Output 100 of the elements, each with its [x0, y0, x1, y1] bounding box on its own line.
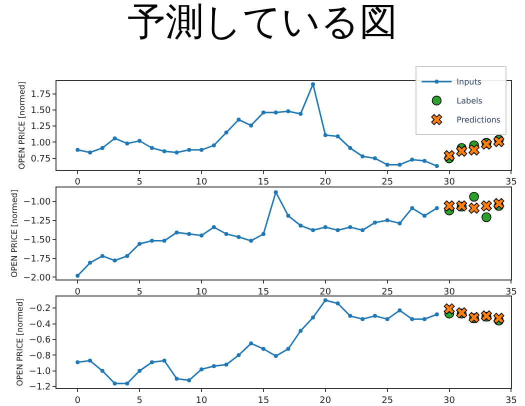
x-tick-label: 35	[505, 396, 517, 406]
point	[125, 254, 130, 258]
point	[410, 317, 414, 322]
point	[112, 258, 117, 263]
y-axis-title: OPEN PRICE [normed]	[17, 82, 26, 170]
y-tick-label: −1.75	[23, 254, 51, 264]
point	[100, 146, 104, 150]
x-tick-label: 0	[74, 287, 81, 298]
point	[138, 242, 142, 246]
point	[456, 146, 468, 157]
x-tick-label: 20	[320, 178, 332, 188]
point	[469, 192, 479, 202]
point	[224, 130, 228, 135]
point	[360, 154, 365, 158]
point	[468, 202, 480, 214]
point	[323, 225, 328, 230]
point	[261, 110, 266, 115]
y-tick-label: −1.25	[23, 216, 51, 226]
x-tick-label: 10	[196, 396, 208, 406]
point	[286, 109, 290, 114]
point	[125, 381, 130, 386]
y-tick-label: −0.4	[28, 320, 52, 330]
x-tick-label: 35	[505, 178, 517, 188]
point	[311, 82, 315, 86]
point	[410, 206, 414, 210]
point	[112, 381, 117, 386]
point	[410, 158, 414, 162]
point	[236, 118, 241, 122]
point	[88, 150, 92, 154]
point	[150, 146, 154, 150]
y-axis-title: OPEN PRICE [normed]	[10, 190, 19, 278]
point	[336, 134, 340, 138]
point	[76, 360, 80, 364]
point	[434, 164, 439, 168]
y-tick-label: 1.25	[30, 122, 51, 132]
y-tick-label: 0.75	[30, 154, 51, 164]
y-tick-label: −1.00	[23, 197, 52, 208]
point	[422, 214, 426, 218]
point	[348, 146, 352, 150]
point	[444, 200, 455, 212]
point	[174, 376, 179, 381]
x-tick-label: 5	[136, 396, 142, 406]
point	[493, 136, 504, 148]
point	[236, 235, 241, 239]
y-tick-label: −0.6	[28, 336, 52, 346]
point	[422, 317, 426, 322]
x-tick-label: 0	[74, 396, 81, 406]
point	[385, 218, 390, 222]
point	[187, 148, 192, 152]
legend-label: Labels	[456, 96, 482, 106]
point	[187, 232, 192, 236]
point	[493, 312, 504, 324]
point	[261, 232, 266, 236]
point	[311, 228, 315, 232]
x-tick-label: 15	[258, 178, 270, 188]
y-tick-label: −0.2	[28, 304, 51, 314]
point	[212, 364, 216, 368]
chart-title: 予測している図	[128, 0, 398, 44]
x-tick-label: 5	[136, 178, 142, 188]
point	[298, 224, 303, 228]
point	[100, 254, 104, 258]
point	[468, 144, 480, 156]
y-tick-label: 1.50	[30, 106, 52, 116]
point	[323, 133, 328, 138]
y-tick-label: −1.50	[23, 235, 52, 246]
y-tick-label: −0.8	[28, 351, 52, 362]
point	[174, 230, 179, 234]
point	[249, 341, 254, 346]
point	[88, 260, 92, 265]
legend-label: Inputs	[456, 78, 482, 87]
point	[398, 221, 402, 226]
x-tick-label: 10	[196, 287, 208, 298]
point	[444, 150, 455, 162]
x-tick-label: 20	[320, 287, 332, 298]
point	[434, 206, 439, 210]
point	[434, 312, 439, 316]
x-tick-label: 5	[136, 287, 142, 298]
point	[298, 328, 303, 333]
point	[138, 138, 142, 143]
y-tick-label: 1.75	[30, 90, 51, 100]
point	[76, 274, 80, 278]
point	[385, 317, 390, 322]
y-tick-label: −2.00	[23, 273, 52, 284]
point	[88, 358, 92, 363]
legend-label: Predictions	[456, 116, 501, 125]
y-axis-title: OPEN PRICE [normed]	[16, 298, 25, 386]
point	[372, 156, 377, 160]
point	[200, 148, 204, 152]
point	[249, 123, 254, 128]
point	[212, 225, 216, 230]
point	[236, 353, 241, 358]
x-tick-label: 0	[74, 178, 81, 188]
point	[336, 228, 340, 232]
point	[100, 368, 104, 373]
point	[187, 378, 192, 382]
x-tick-label: 25	[382, 287, 394, 298]
point	[174, 150, 179, 154]
point	[76, 148, 80, 152]
x-tick-label: 10	[196, 178, 208, 188]
point	[286, 346, 290, 351]
